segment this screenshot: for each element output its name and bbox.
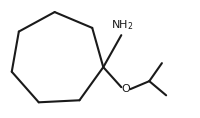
Text: NH$_2$: NH$_2$: [111, 18, 134, 32]
Text: O: O: [121, 84, 130, 94]
